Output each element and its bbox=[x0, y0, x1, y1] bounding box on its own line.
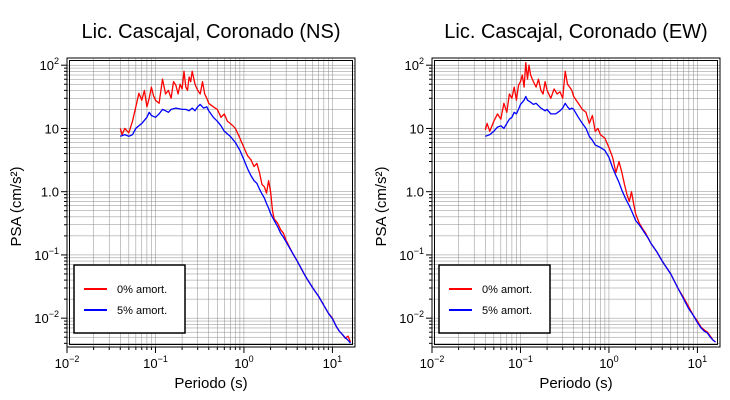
y-tick-label: 1.0 bbox=[406, 185, 424, 200]
y-axis-label: PSA (cm/s²) bbox=[373, 166, 390, 246]
x-tick-label: 101 bbox=[688, 354, 707, 371]
plot-frame-inner bbox=[434, 60, 718, 345]
legend-label: 0% amort. bbox=[117, 284, 167, 296]
x-axis-label: Periodo (s) bbox=[174, 375, 247, 392]
legend-label: 5% amort. bbox=[117, 305, 167, 317]
x-tick-label: 10−1 bbox=[143, 354, 168, 371]
legend-label: 0% amort. bbox=[482, 284, 532, 296]
legend: 0% amort. 5% amort. bbox=[73, 264, 186, 334]
chart-panel-1: Lic. Cascajal, Coronado (EW) 10−2 10−1 100 1… bbox=[373, 21, 721, 392]
plot-frame-outer bbox=[66, 57, 356, 348]
y-tick-label: 102 bbox=[405, 56, 424, 73]
y-tick-label: 10 bbox=[45, 121, 59, 136]
y-tick-label: 10−2 bbox=[399, 309, 424, 326]
chart-panel-0: Lic. Cascajal, Coronado (NS) 10−2 10−1 100 1… bbox=[8, 21, 356, 392]
plot-frame-inner bbox=[69, 60, 353, 345]
x-tick-label: 100 bbox=[234, 354, 253, 371]
x-tick-label: 101 bbox=[323, 354, 342, 371]
legend-box bbox=[73, 264, 186, 334]
series-line-blue bbox=[120, 103, 352, 344]
legend: 0% amort. 5% amort. bbox=[438, 264, 551, 334]
chart-title: Lic. Cascajal, Coronado (EW) bbox=[444, 21, 707, 43]
x-tick-label: 100 bbox=[599, 354, 618, 371]
y-tick-label: 10−1 bbox=[34, 246, 59, 263]
y-tick-label: 10 bbox=[410, 121, 424, 136]
legend-label: 5% amort. bbox=[482, 305, 532, 317]
y-tick-label: 10−2 bbox=[34, 309, 59, 326]
x-tick-label: 10−2 bbox=[55, 354, 80, 371]
y-tick-label: 1.0 bbox=[41, 185, 59, 200]
y-axis-label: PSA (cm/s²) bbox=[8, 166, 25, 246]
y-tick-label: 10−1 bbox=[399, 246, 424, 263]
x-axis-label: Periodo (s) bbox=[539, 375, 612, 392]
x-tick-label: 10−2 bbox=[420, 354, 445, 371]
series-line-blue bbox=[485, 95, 716, 343]
legend-box bbox=[438, 264, 551, 334]
y-tick-label: 102 bbox=[40, 56, 59, 73]
chart-title: Lic. Cascajal, Coronado (NS) bbox=[82, 21, 341, 43]
plot-frame-outer bbox=[431, 57, 721, 348]
x-tick-label: 10−1 bbox=[508, 354, 533, 371]
